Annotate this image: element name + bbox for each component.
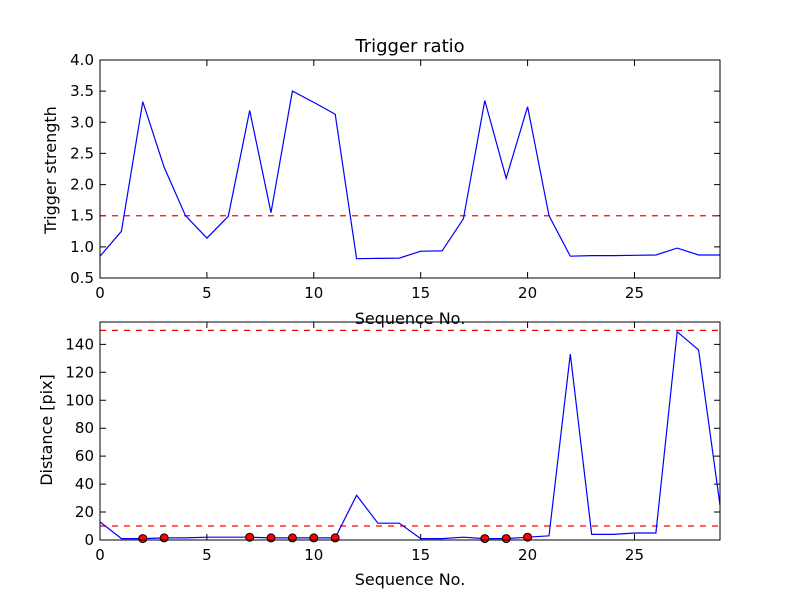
x-tick-label: 0 bbox=[95, 284, 105, 302]
y-tick-label: 1.5 bbox=[70, 207, 94, 225]
ticks bbox=[99, 59, 720, 279]
chart-trigger-ratio: Trigger ratio Sequence No. Trigger stren… bbox=[41, 36, 721, 328]
y-tick-label: 2.0 bbox=[70, 176, 94, 194]
plot-area bbox=[100, 329, 720, 544]
data-point-marker bbox=[330, 533, 340, 543]
x-tick-label: 5 bbox=[202, 284, 212, 302]
x-tick-label: 25 bbox=[625, 546, 644, 564]
tick-labels: 0 5 10 15 20 25 0.5 1.0 1.5 2.0 2.5 3.0 3.5 4.0 bbox=[70, 51, 644, 302]
ticks bbox=[99, 322, 720, 541]
x-tick-label: 25 bbox=[625, 284, 644, 302]
y-tick-label: 60 bbox=[75, 447, 94, 465]
chart-distance: Sequence No. Distance [pix] 0 5 10 15 20 25 0 2… bbox=[37, 321, 721, 589]
series-line bbox=[100, 90, 720, 260]
data-point-marker bbox=[245, 532, 255, 542]
chart-title: Trigger ratio bbox=[354, 36, 464, 57]
x-tick-label: 15 bbox=[411, 546, 430, 564]
x-axis-label: Sequence No. bbox=[355, 309, 466, 328]
x-tick-label: 10 bbox=[304, 284, 323, 302]
y-tick-label: 3.0 bbox=[70, 113, 94, 131]
x-tick-label: 15 bbox=[411, 284, 430, 302]
y-tick-label: 120 bbox=[65, 363, 94, 381]
y-tick-label: 3.5 bbox=[70, 82, 94, 100]
x-tick-label: 0 bbox=[95, 546, 105, 564]
data-point-marker bbox=[287, 533, 297, 543]
y-tick-label: 0 bbox=[84, 531, 94, 549]
series-line bbox=[100, 330, 720, 540]
y-tick-label: 4.0 bbox=[70, 51, 94, 69]
axes-frame bbox=[99, 321, 721, 541]
y-tick-label: 1.0 bbox=[70, 238, 94, 256]
y-tick-label: 80 bbox=[75, 419, 94, 437]
data-point-marker bbox=[159, 533, 169, 543]
data-point-marker bbox=[309, 533, 319, 543]
plot-area bbox=[100, 90, 720, 260]
y-tick-label: 2.5 bbox=[70, 144, 94, 162]
data-point-marker bbox=[480, 534, 490, 544]
axes-frame bbox=[99, 59, 721, 279]
y-axis-label: Trigger strength bbox=[41, 106, 60, 235]
data-point-marker bbox=[523, 532, 533, 542]
tick-labels: 0 5 10 15 20 25 0 20 40 60 80 100 120 140 bbox=[65, 335, 644, 564]
y-tick-label: 20 bbox=[75, 503, 94, 521]
y-tick-label: 100 bbox=[65, 391, 94, 409]
y-tick-label: 40 bbox=[75, 475, 94, 493]
x-tick-label: 10 bbox=[304, 546, 323, 564]
y-tick-label: 0.5 bbox=[70, 269, 94, 287]
x-tick-label: 20 bbox=[518, 546, 537, 564]
x-tick-label: 20 bbox=[518, 284, 537, 302]
y-axis-label: Distance [pix] bbox=[37, 374, 56, 486]
x-tick-label: 5 bbox=[202, 546, 212, 564]
y-tick-label: 140 bbox=[65, 335, 94, 353]
data-point-marker bbox=[266, 533, 276, 543]
data-point-marker bbox=[138, 534, 148, 544]
data-point-marker bbox=[501, 534, 511, 544]
x-axis-label: Sequence No. bbox=[355, 570, 466, 589]
